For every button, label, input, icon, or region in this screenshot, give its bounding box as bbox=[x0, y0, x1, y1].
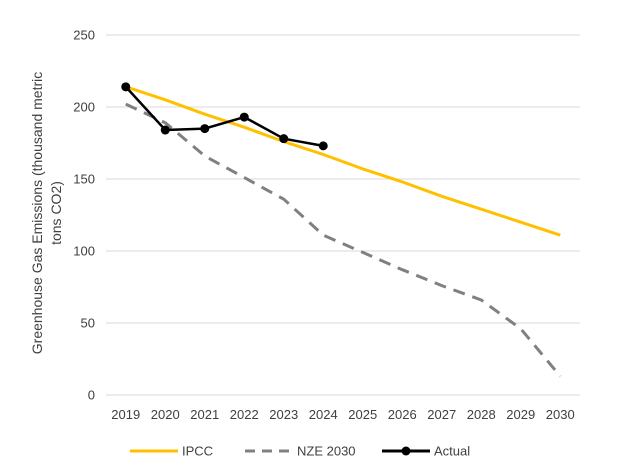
data-point bbox=[279, 134, 289, 144]
y-axis-title-line-1: Greenhouse Gas Emissions (thousand metri… bbox=[29, 72, 45, 354]
data-point bbox=[200, 124, 210, 134]
x-tick-label: 2024 bbox=[309, 407, 338, 422]
data-point bbox=[121, 82, 131, 92]
y-tick-label: 150 bbox=[73, 172, 95, 187]
series-nze-2030 bbox=[125, 102, 562, 378]
series-line bbox=[125, 102, 562, 378]
series-actual bbox=[121, 82, 328, 151]
x-tick-label: 2019 bbox=[111, 407, 140, 422]
legend-label: NZE 2030 bbox=[297, 444, 356, 459]
y-tick-label: 200 bbox=[73, 100, 95, 115]
legend-marker bbox=[401, 446, 411, 456]
legend: IPCC NZE 2030 Actual bbox=[130, 444, 470, 459]
series-ipcc bbox=[125, 85, 561, 237]
x-tick-label: 2022 bbox=[230, 407, 259, 422]
x-tick-label: 2029 bbox=[506, 407, 535, 422]
data-point bbox=[239, 112, 249, 122]
x-tick-label: 2026 bbox=[388, 407, 417, 422]
x-tick-label: 2028 bbox=[467, 407, 496, 422]
gridlines bbox=[106, 34, 580, 396]
x-axis-ticks: 2019 2020 2021 2022 2023 2024 2025 2026 2027 2028… bbox=[111, 407, 574, 422]
y-axis-ticks: 0 50 100 150 200 250 bbox=[73, 28, 95, 403]
legend-item: Actual bbox=[382, 444, 470, 459]
y-tick-label: 50 bbox=[81, 316, 95, 331]
x-tick-label: 2023 bbox=[269, 407, 298, 422]
data-point bbox=[160, 125, 170, 135]
x-tick-label: 2021 bbox=[190, 407, 219, 422]
series-line bbox=[124, 85, 324, 148]
legend-label: IPCC bbox=[182, 444, 213, 459]
y-axis-title-line-2: tons CO2) bbox=[48, 181, 64, 245]
x-tick-label: 2025 bbox=[348, 407, 377, 422]
series-group bbox=[121, 82, 562, 378]
legend-item: NZE 2030 bbox=[245, 444, 356, 459]
y-tick-label: 0 bbox=[88, 388, 95, 403]
series-line bbox=[125, 85, 561, 237]
x-tick-label: 2020 bbox=[151, 407, 180, 422]
data-point bbox=[318, 141, 328, 151]
legend-item: IPCC bbox=[130, 444, 213, 459]
y-tick-label: 100 bbox=[73, 244, 95, 259]
x-tick-label: 2027 bbox=[427, 407, 456, 422]
legend-label: Actual bbox=[434, 444, 470, 459]
y-tick-label: 250 bbox=[73, 28, 95, 43]
x-tick-label: 2030 bbox=[546, 407, 575, 422]
